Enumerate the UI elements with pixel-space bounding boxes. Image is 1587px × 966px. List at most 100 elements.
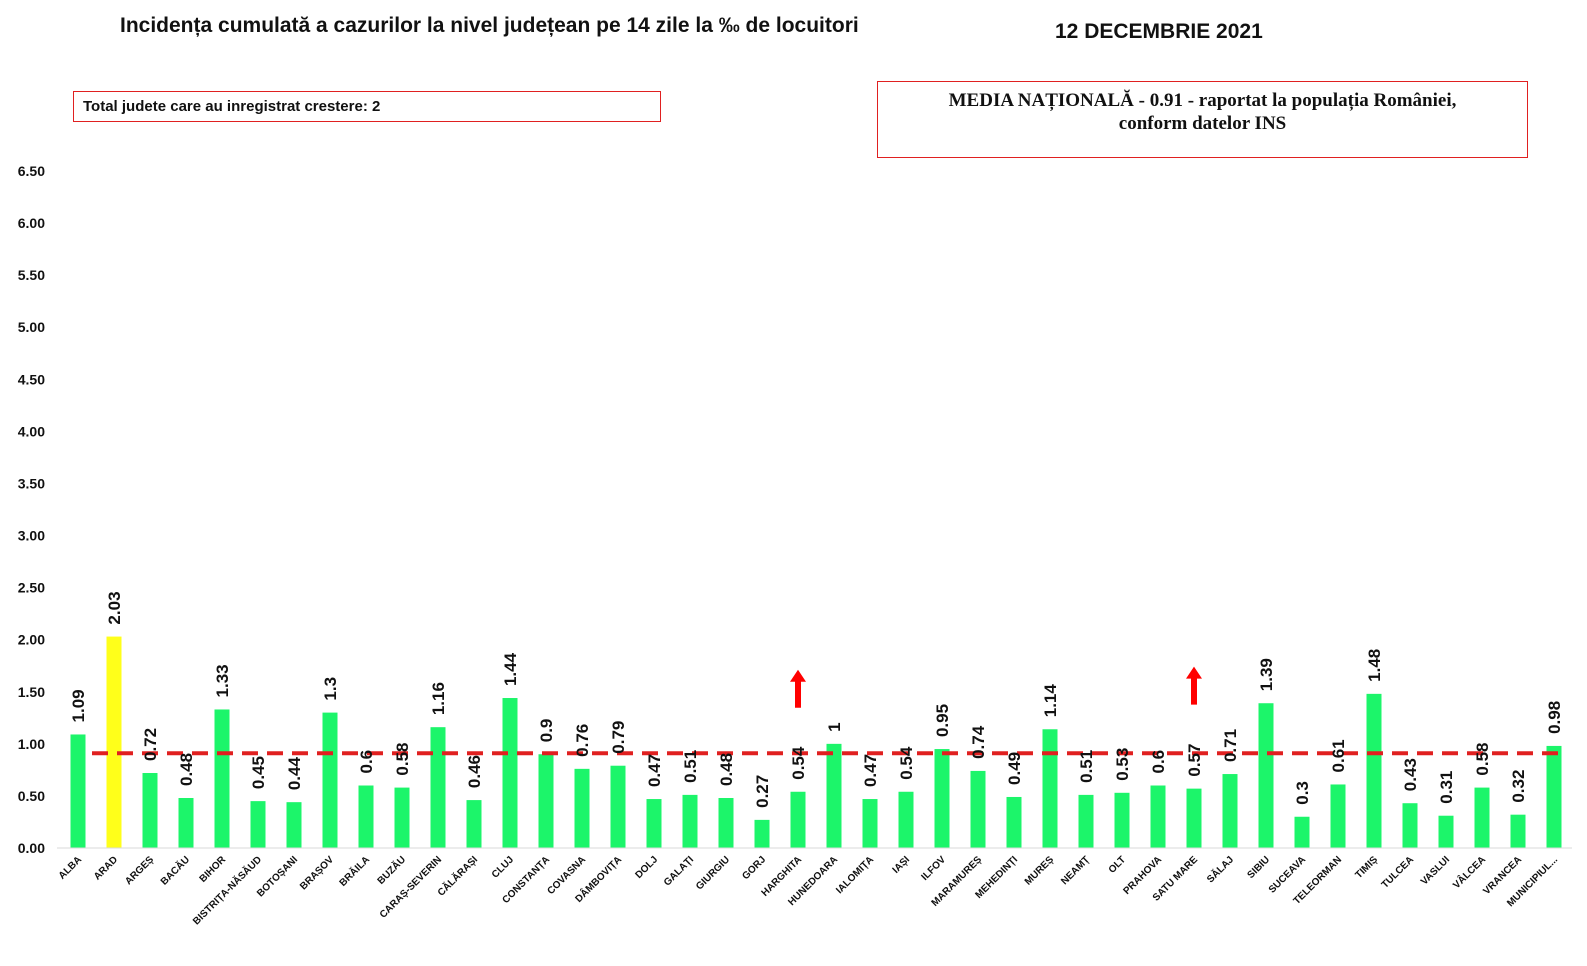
bar bbox=[826, 743, 842, 848]
y-tick-label: 4.50 bbox=[18, 371, 45, 387]
data-label: 0.47 bbox=[645, 754, 664, 787]
bar bbox=[214, 709, 230, 848]
y-tick-label: 5.00 bbox=[18, 319, 45, 335]
bar bbox=[1366, 693, 1382, 848]
bar bbox=[1474, 787, 1490, 848]
x-tick-label: SĂLAJ bbox=[1204, 853, 1236, 885]
data-label: 0.48 bbox=[177, 753, 196, 786]
x-axis: ALBA ARAD ARGEȘ BACĂU BIHORBISTRIȚA-NĂSĂUDBO… bbox=[57, 847, 1572, 927]
total-increase-box: Total judete care au inregistrat crester… bbox=[73, 91, 661, 122]
y-tick-label: 1.00 bbox=[18, 736, 45, 752]
bar bbox=[970, 770, 986, 848]
x-tick-label: MUREȘ bbox=[1023, 854, 1057, 888]
data-label: 0.27 bbox=[753, 775, 772, 808]
national-average-line2: conform datelor INS bbox=[1118, 113, 1287, 134]
x-tick-label: ALBA bbox=[57, 854, 84, 881]
x-tick-label: IAȘI bbox=[891, 854, 913, 876]
data-label: 0.57 bbox=[1185, 744, 1204, 777]
bar bbox=[250, 801, 266, 848]
data-label: 0.61 bbox=[1329, 739, 1348, 772]
data-label: 1.44 bbox=[501, 652, 520, 686]
data-label: 0.6 bbox=[357, 750, 376, 774]
bar bbox=[934, 749, 950, 848]
bar bbox=[394, 787, 410, 848]
data-label: 0.72 bbox=[141, 728, 160, 761]
y-tick-label: 3.00 bbox=[18, 528, 45, 544]
chart-title: Incidența cumulată a cazurilor la nivel … bbox=[120, 14, 859, 37]
bar bbox=[610, 765, 626, 848]
data-label: 0.47 bbox=[861, 754, 880, 787]
bar bbox=[502, 698, 518, 848]
y-tick-label: 2.50 bbox=[18, 580, 45, 596]
bar bbox=[1078, 794, 1094, 848]
x-tick-label: GIURGIU bbox=[694, 854, 732, 892]
data-label: 0.74 bbox=[969, 725, 988, 759]
data-label: 0.9 bbox=[537, 719, 556, 743]
chart-date: 12 DECEMBRIE 2021 bbox=[1055, 20, 1263, 43]
bar bbox=[862, 799, 878, 848]
bar bbox=[1258, 703, 1274, 848]
data-label: 0.32 bbox=[1509, 770, 1528, 803]
x-tick-label: ARAD bbox=[92, 854, 120, 882]
x-tick-label: IALOMIȚA bbox=[834, 854, 876, 896]
y-tick-label: 6.50 bbox=[18, 163, 45, 179]
data-label: 0.98 bbox=[1545, 701, 1564, 734]
y-tick-label: 6.00 bbox=[18, 215, 45, 231]
x-tick-label: CARAȘ-SEVERIN bbox=[378, 854, 444, 920]
x-tick-label: OLT bbox=[1107, 854, 1128, 875]
data-label: 0.3 bbox=[1293, 781, 1312, 805]
x-tick-label: TIMIȘ bbox=[1353, 854, 1380, 881]
data-label: 0.46 bbox=[465, 755, 484, 788]
x-tick-label: BRĂILA bbox=[336, 853, 372, 889]
data-label: 1.39 bbox=[1257, 658, 1276, 691]
bar bbox=[1114, 792, 1130, 848]
bar bbox=[1150, 785, 1166, 848]
data-label: 0.76 bbox=[573, 724, 592, 757]
x-tick-label: BUZĂU bbox=[374, 853, 408, 887]
y-tick-label: 5.50 bbox=[18, 267, 45, 283]
data-label: 0.44 bbox=[285, 757, 304, 791]
value-labels: 1.09 2.03 0.72 0.48 1.33 0.45 0.44 1.3 0.6 0.58 1.… bbox=[69, 591, 1564, 807]
x-tick-label: BISTRIȚA-NĂSĂUD bbox=[190, 853, 264, 927]
bar bbox=[70, 734, 86, 848]
data-label: 0.43 bbox=[1401, 758, 1420, 791]
x-tick-label: ARGEȘ bbox=[123, 854, 156, 887]
data-label: 0.71 bbox=[1221, 729, 1240, 762]
data-label: 1.14 bbox=[1041, 684, 1060, 718]
data-label: 1 bbox=[825, 722, 844, 731]
data-label: 0.45 bbox=[249, 756, 268, 789]
bars bbox=[70, 636, 1562, 848]
x-tick-label: BACĂU bbox=[157, 853, 192, 888]
national-average-line1: MEDIA NAȚIONALĂ - 0.91 - raportat la pop… bbox=[948, 90, 1457, 111]
bar bbox=[142, 773, 158, 848]
bar bbox=[1546, 745, 1562, 848]
x-tick-label: GORJ bbox=[740, 854, 768, 882]
data-label: 1.33 bbox=[213, 664, 232, 697]
data-label: 0.31 bbox=[1437, 771, 1456, 804]
data-label: 0.51 bbox=[1077, 750, 1096, 783]
data-label: 0.58 bbox=[1473, 742, 1492, 775]
data-label: 0.58 bbox=[393, 742, 412, 775]
y-tick-label: 1.50 bbox=[18, 684, 45, 700]
x-tick-label: BRAȘOV bbox=[298, 854, 336, 892]
data-label: 1.48 bbox=[1365, 649, 1384, 682]
data-label: 0.51 bbox=[681, 750, 700, 783]
bar bbox=[898, 791, 914, 848]
data-label: 0.6 bbox=[1149, 750, 1168, 774]
bar bbox=[1402, 803, 1418, 848]
bar bbox=[1438, 815, 1454, 848]
x-tick-label: VÂLCEA bbox=[1450, 853, 1488, 891]
bar bbox=[1186, 788, 1202, 848]
data-label: 0.48 bbox=[717, 753, 736, 786]
data-label: 0.95 bbox=[933, 704, 952, 737]
bar bbox=[574, 768, 590, 848]
bar bbox=[466, 800, 482, 848]
bar bbox=[106, 636, 122, 848]
bar bbox=[646, 799, 662, 848]
increase-arrows bbox=[790, 666, 1202, 708]
data-label: 0.49 bbox=[1005, 752, 1024, 785]
bar bbox=[286, 802, 302, 848]
x-tick-label: TULCEA bbox=[1380, 854, 1416, 890]
data-label: 1.3 bbox=[321, 677, 340, 701]
